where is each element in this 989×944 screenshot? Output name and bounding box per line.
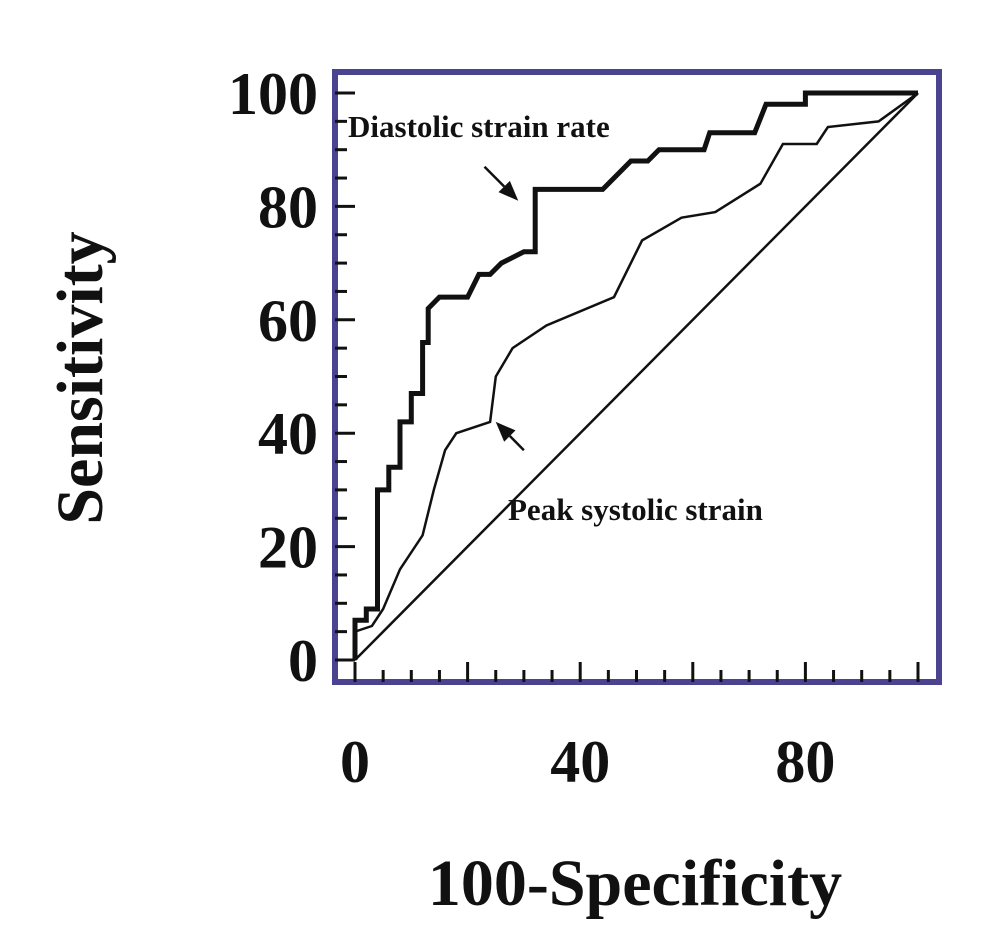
series-line-diastolic-strain-rate	[352, 90, 918, 660]
x-tick-labels: 0 40 80	[340, 729, 835, 795]
y-tick-label: 60	[258, 288, 318, 354]
x-tick-label: 0	[340, 729, 370, 795]
x-tick-label: 40	[550, 729, 610, 795]
annotation-arrow-head	[495, 421, 516, 442]
annotation-arrows	[483, 165, 525, 452]
y-tick-label: 80	[258, 174, 318, 240]
series-line-reference-diagonal	[354, 92, 919, 661]
y-tick-labels: 0 20 40 60 80 100	[228, 61, 318, 694]
y-axis-title: Sensitivity	[44, 231, 117, 524]
series-line-peak-systolic-strain	[353, 91, 919, 660]
y-tick-label: 0	[288, 628, 318, 694]
annotation-arrow-line	[508, 435, 525, 452]
y-tick-label: 40	[258, 401, 318, 467]
annotation-peak-systolic-strain: Peak systolic strain	[508, 492, 763, 527]
y-tick-label: 20	[258, 515, 318, 581]
x-tick-label: 80	[775, 729, 835, 795]
annotation-arrow-head	[498, 180, 519, 201]
y-tick-label: 100	[228, 61, 318, 127]
axis-ticks	[335, 91, 920, 682]
x-axis-title: 100-Specificity	[428, 847, 842, 920]
annotation-diastolic-strain-rate: Diastolic strain rate	[348, 109, 610, 144]
annotation-arrow-line	[483, 165, 506, 188]
series-layer	[352, 90, 919, 661]
